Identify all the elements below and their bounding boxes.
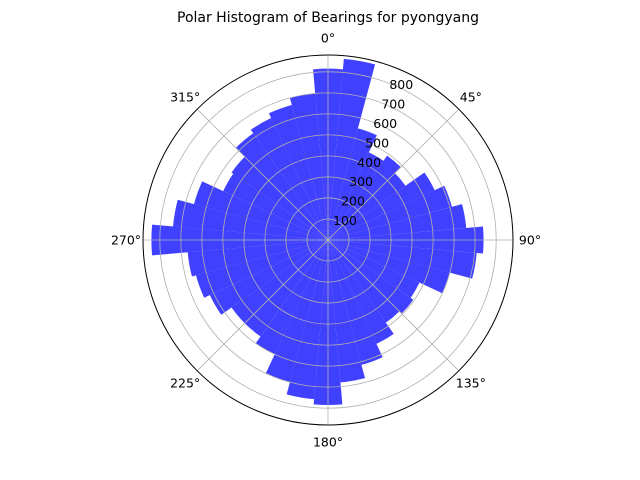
bar-350	[289, 93, 328, 240]
bar-280	[173, 199, 328, 240]
bar-220	[244, 240, 328, 337]
bar-190	[286, 240, 328, 400]
bar-10	[328, 58, 376, 240]
grid-group	[143, 55, 513, 425]
angle-tick-label: 180°	[313, 435, 343, 450]
bar-250	[196, 240, 328, 298]
bar-340	[268, 104, 328, 241]
bar-260	[187, 240, 328, 277]
bar-30	[328, 152, 384, 240]
bar-70	[328, 185, 452, 240]
bar-20	[328, 128, 377, 240]
angle-tick-label: 315°	[170, 90, 200, 105]
grid-spoke-225	[196, 239, 329, 372]
bar-310	[231, 156, 328, 240]
bar-160	[328, 240, 383, 365]
radial-tick-label: 100	[333, 213, 357, 228]
angle-tick-label: 90°	[519, 233, 541, 248]
angle-tick-label: 270°	[111, 233, 141, 248]
bar-170	[328, 240, 365, 383]
radial-tick-label: 300	[349, 174, 373, 189]
polar-frame	[142, 54, 514, 426]
grid-spoke-45	[327, 108, 460, 241]
radial-labels-group: 100 200 300 400 500 600 700 800	[333, 77, 413, 228]
bar-40	[328, 155, 401, 240]
bar-80	[328, 204, 467, 240]
angle-labels-group: 0° 45° 90° 135° 180° 225° 270° 315°	[111, 31, 541, 450]
bar-150	[328, 240, 394, 344]
angle-tick-label: 0°	[321, 31, 335, 46]
bar-330	[250, 118, 328, 240]
radial-tick-label: 400	[357, 155, 381, 170]
grid-spoke-315	[196, 108, 329, 241]
radial-tick-label: 200	[341, 194, 365, 209]
bar-320	[235, 133, 328, 240]
bar-120	[328, 240, 420, 298]
bar-110	[328, 240, 450, 294]
radial-tick-label: 500	[365, 135, 389, 150]
radial-tick-label: 700	[381, 97, 405, 112]
radial-tick-label: 600	[373, 116, 397, 131]
chart-title: Polar Histogram of Bearings for pyongyan…	[177, 10, 479, 26]
bars-group	[151, 58, 484, 406]
angle-tick-label: 135°	[456, 375, 486, 390]
bar-210	[255, 240, 328, 355]
bar-100	[328, 240, 477, 279]
bar-200	[265, 240, 328, 383]
bar-300	[223, 173, 328, 240]
grid-spoke-135	[327, 239, 460, 372]
angle-tick-label: 225°	[170, 375, 200, 390]
radial-tick-label: 800	[389, 77, 413, 92]
bar-230	[231, 240, 328, 324]
bar-50	[328, 173, 406, 240]
bar-140	[328, 240, 400, 323]
bar-290	[193, 181, 328, 240]
angle-tick-label: 45°	[460, 90, 482, 105]
